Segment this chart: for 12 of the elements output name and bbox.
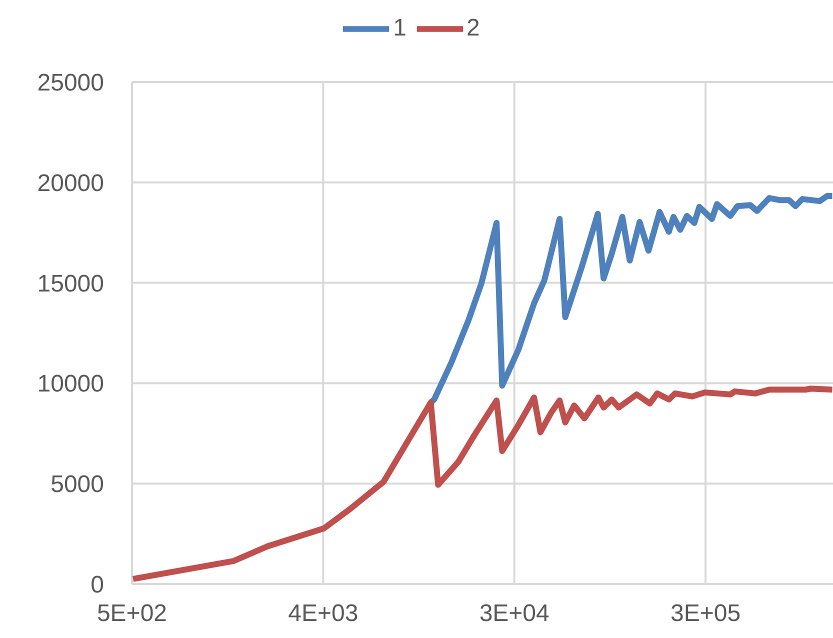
x-tick-label: 5E+02 [96, 600, 168, 628]
y-tick-label: 5000 [50, 471, 104, 498]
y-tick-label: 0 [90, 572, 104, 599]
x-tick-label: 4E+03 [288, 600, 358, 628]
x-tick-label: 3E+05 [670, 600, 741, 628]
legend-label: 2 [466, 14, 480, 42]
y-tick-label: 25000 [37, 70, 104, 97]
y-tick-label: 15000 [37, 270, 104, 298]
y-tick-label: 20000 [37, 170, 104, 197]
legend-label: 1 [393, 14, 406, 42]
x-tick-label: 3E+04 [479, 600, 550, 628]
y-tick-label: 10000 [37, 370, 104, 398]
